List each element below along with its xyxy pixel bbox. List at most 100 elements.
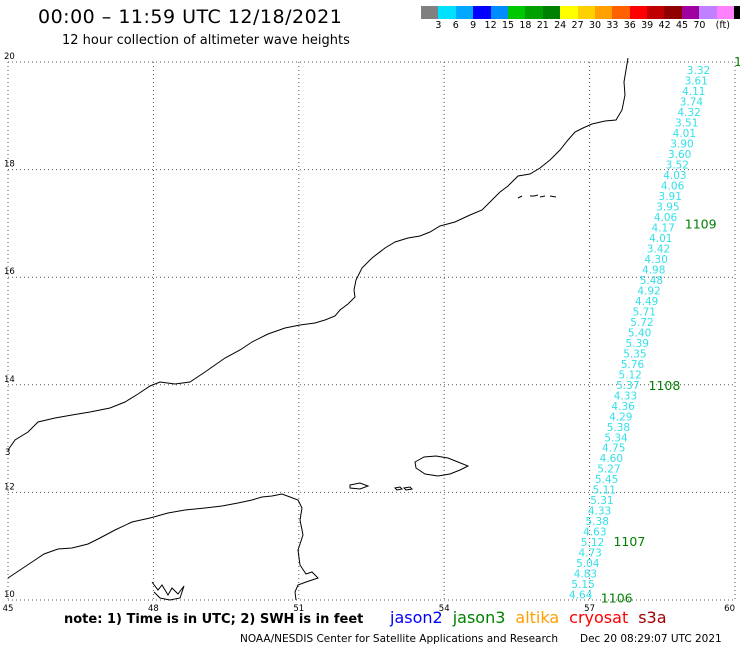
swh-value: 4.11 <box>682 86 705 98</box>
swh-value: 5.31 <box>590 495 613 507</box>
swh-value: 5.76 <box>621 359 645 371</box>
scale-cell <box>560 6 578 19</box>
swh-value: 3.74 <box>680 97 704 109</box>
swh-value: 4.29 <box>609 411 632 423</box>
swh-value: 4.32 <box>677 107 700 119</box>
color-scale-bar <box>421 6 740 19</box>
small-island-1 <box>349 482 370 490</box>
scale-label: 36 <box>623 20 636 31</box>
lon-tick-label: 57 <box>584 604 595 614</box>
swh-value: 4.36 <box>611 401 635 413</box>
swh-value: 4.06 <box>654 212 678 224</box>
scale-label: 12 <box>484 20 497 31</box>
scale-cell <box>664 6 682 19</box>
scale-cell <box>594 6 613 19</box>
lon-tick-label: 60 <box>724 604 735 614</box>
swh-value: 5.48 <box>640 275 663 287</box>
scale-cell <box>577 6 595 19</box>
scale-label: 6 <box>452 20 459 31</box>
swh-value: 5.45 <box>595 474 618 486</box>
scale-label: 24 <box>554 20 567 31</box>
scale-cell <box>699 6 717 19</box>
swh-value: 4.30 <box>644 254 667 266</box>
scale-cell <box>421 6 439 19</box>
swh-value: 5.12 <box>618 369 641 381</box>
satellite-jason3: jason3 <box>452 608 506 627</box>
small-island-2 <box>393 486 404 491</box>
scale-cell <box>473 6 491 19</box>
scale-cell <box>716 6 735 19</box>
swh-value: 5.04 <box>576 558 600 570</box>
lon-tick-label: 48 <box>148 604 159 614</box>
somali-coast-scribble <box>151 581 185 601</box>
scale-label: 9 <box>470 20 477 31</box>
lat-tick-label: 10 <box>4 590 15 600</box>
lat-tick-label: 12 <box>4 482 15 492</box>
scale-label: (ft) <box>715 20 730 31</box>
swh-value: 5.72 <box>630 317 653 329</box>
swh-value: 5.15 <box>571 579 594 591</box>
axis-labels: 20 18 16 14 12 10 45 48 51 54 57 60 <box>3 52 735 614</box>
scale-cell <box>681 6 700 19</box>
cycle-edge-label: 1 <box>734 54 740 69</box>
swh-value: 3.32 <box>687 65 710 77</box>
swh-value: 5.34 <box>604 432 628 444</box>
scale-label: 18 <box>519 20 532 31</box>
scale-label: 21 <box>536 20 549 31</box>
swh-value: 4.06 <box>661 180 685 192</box>
cycle-label: 1109 <box>685 216 717 231</box>
swh-value: 3.90 <box>670 139 693 151</box>
map-subtitle: 12 hour collection of altimeter wave hei… <box>62 33 350 48</box>
swh-value: 5.71 <box>633 306 656 318</box>
swh-value: 3.60 <box>668 149 691 161</box>
scale-cell <box>734 6 740 19</box>
satellite-altika: altika <box>515 608 560 627</box>
scale-cell <box>629 6 648 19</box>
swh-value: 3.61 <box>684 76 707 88</box>
swh-value: 4.75 <box>602 443 625 455</box>
island-label: 3 <box>5 448 10 458</box>
swh-value: 4.83 <box>574 569 597 581</box>
scale-label: 3 <box>435 20 442 31</box>
swh-value: 5.27 <box>597 464 620 476</box>
scale-cell <box>490 6 508 19</box>
scale-label: 33 <box>606 20 619 31</box>
swh-value: 4.49 <box>635 296 658 308</box>
small-island-3 <box>402 486 414 491</box>
swh-value: 5.39 <box>626 338 649 350</box>
swh-value: 3.51 <box>675 118 698 130</box>
swh-value: 4.73 <box>578 548 601 560</box>
cycle-label: 1108 <box>649 378 681 393</box>
swh-value: 3.95 <box>656 201 679 213</box>
scale-label: 15 <box>501 20 515 31</box>
lon-tick-label: 51 <box>293 604 304 614</box>
swh-value: 4.63 <box>583 527 606 539</box>
swh-value: 5.37 <box>616 380 639 392</box>
swh-value: 4.33 <box>588 506 611 518</box>
lat-tick-label: 18 <box>4 160 15 170</box>
satellite-legend: jason2 jason3 altika cryosat s3a <box>390 608 677 627</box>
scale-cell <box>507 6 526 19</box>
scale-cell <box>438 6 456 19</box>
satellite-jason2: jason2 <box>390 608 443 627</box>
scale-cell <box>455 6 474 19</box>
swh-value: 4.64 <box>569 590 593 602</box>
swh-value: 5.40 <box>628 327 651 339</box>
socotra-island <box>414 455 470 477</box>
jason3-track: 3.323.614.113.744.323.514.013.903.603.52… <box>569 54 740 605</box>
swh-value: 3.52 <box>666 159 689 171</box>
scale-label: 30 <box>588 20 602 31</box>
swh-value: 3.42 <box>647 243 670 255</box>
coastline <box>7 57 629 601</box>
swh-value: 5.35 <box>623 348 646 360</box>
footer-source: NOAA/NESDIS Center for Satellite Applica… <box>240 633 558 645</box>
lat-lon-grid <box>7 61 736 601</box>
swh-value: 5.38 <box>586 516 609 528</box>
scale-label: 42 <box>658 20 671 31</box>
color-scale-labels: 3 6 9 12 15 18 21 24 27 30 33 36 39 42 45 70 (ft) <box>421 20 740 34</box>
scale-label: 27 <box>571 20 584 31</box>
swh-value: 4.01 <box>673 128 696 140</box>
scale-cell <box>612 6 630 19</box>
scale-label: 45 <box>675 20 689 31</box>
lat-tick-label: 16 <box>4 267 15 277</box>
